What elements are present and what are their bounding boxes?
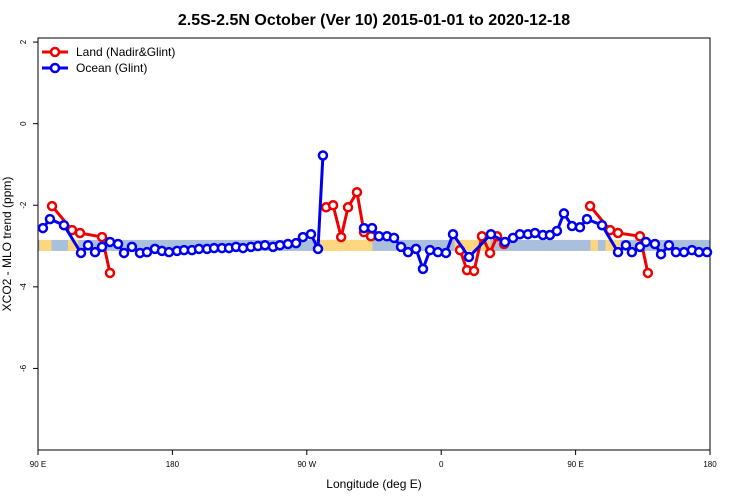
data-point bbox=[373, 230, 385, 242]
band-highlight bbox=[320, 239, 373, 251]
x-tick-label: 90 W bbox=[297, 460, 316, 469]
data-point bbox=[663, 239, 675, 251]
data-point bbox=[163, 246, 175, 258]
data-point bbox=[75, 247, 87, 259]
data-point bbox=[649, 238, 661, 250]
data-point bbox=[574, 222, 586, 233]
data-point bbox=[388, 232, 400, 244]
y-tick-label: 2 bbox=[19, 39, 28, 44]
x-tick-label: 180 bbox=[166, 460, 180, 469]
legend-marker bbox=[49, 46, 61, 58]
data-point bbox=[274, 239, 286, 251]
data-point bbox=[634, 230, 646, 242]
data-point bbox=[468, 265, 480, 277]
y-axis-label: XCO2 - MLO trend (ppm) bbox=[0, 177, 14, 312]
x-tick-label: 90 E bbox=[30, 460, 46, 469]
data-point bbox=[46, 200, 58, 212]
data-point bbox=[612, 246, 624, 258]
data-point bbox=[463, 251, 475, 263]
data-point bbox=[642, 267, 654, 279]
data-point bbox=[484, 247, 496, 259]
data-point bbox=[566, 220, 578, 232]
data-point bbox=[126, 241, 138, 253]
data-point bbox=[551, 225, 563, 237]
data-point bbox=[670, 246, 682, 258]
data-point bbox=[366, 222, 378, 234]
data-point bbox=[395, 241, 407, 253]
data-point bbox=[58, 219, 70, 231]
data-point bbox=[581, 213, 593, 225]
data-point bbox=[237, 242, 249, 254]
data-point bbox=[620, 239, 632, 251]
data-point bbox=[432, 246, 444, 258]
data-point bbox=[351, 186, 363, 198]
data-point bbox=[82, 239, 94, 251]
data-point bbox=[485, 228, 497, 240]
x-tick-label: 90 E bbox=[567, 460, 583, 469]
data-point bbox=[297, 231, 309, 243]
data-point bbox=[104, 236, 116, 248]
data-point bbox=[44, 213, 56, 225]
data-point bbox=[640, 236, 652, 248]
data-point bbox=[612, 227, 624, 239]
y-tick-label: -6 bbox=[19, 364, 28, 372]
data-point bbox=[358, 222, 370, 234]
plot-frame bbox=[37, 37, 711, 451]
data-point bbox=[305, 228, 317, 240]
data-point bbox=[335, 231, 347, 243]
data-point bbox=[290, 237, 302, 249]
data-point bbox=[259, 239, 271, 251]
y-tick-label: 0 bbox=[19, 121, 28, 126]
band-highlight bbox=[454, 239, 491, 251]
data-point bbox=[282, 238, 294, 250]
data-point bbox=[499, 236, 511, 248]
data-point bbox=[514, 228, 526, 240]
x-tick-label: 0 bbox=[439, 460, 444, 469]
x-axis-label: Longitude (deg E) bbox=[326, 477, 421, 491]
data-point bbox=[410, 243, 422, 255]
data-point bbox=[440, 247, 452, 259]
reference-band bbox=[38, 239, 710, 251]
band-highlight bbox=[67, 239, 79, 251]
data-point bbox=[317, 150, 329, 161]
data-point bbox=[693, 246, 705, 258]
legend-marker bbox=[49, 62, 61, 74]
chart-title: 2.5S-2.5N October (Ver 10) 2015-01-01 to… bbox=[178, 12, 570, 29]
x-tick-label: 180 bbox=[703, 460, 717, 469]
band-highlight bbox=[590, 239, 598, 251]
band-highlight bbox=[39, 239, 52, 251]
data-point bbox=[193, 243, 205, 255]
legend-label: Land (Nadir&Glint) bbox=[76, 45, 175, 59]
data-point bbox=[447, 228, 459, 240]
data-point bbox=[626, 246, 638, 258]
legend-label: Ocean (Glint) bbox=[76, 61, 147, 75]
data-point bbox=[104, 267, 116, 279]
data-point bbox=[74, 227, 86, 239]
data-point bbox=[701, 246, 713, 258]
y-tick-label: -4 bbox=[19, 283, 28, 291]
data-point bbox=[89, 246, 101, 258]
data-point bbox=[655, 248, 667, 260]
data-point bbox=[417, 263, 429, 275]
data-point bbox=[96, 241, 108, 253]
data-point bbox=[118, 247, 130, 259]
data-point bbox=[342, 202, 354, 213]
data-point bbox=[37, 222, 49, 234]
y-tick-label: -2 bbox=[19, 201, 28, 209]
data-point bbox=[596, 219, 608, 231]
data-point bbox=[584, 200, 596, 212]
data-point bbox=[558, 208, 570, 219]
data-point bbox=[96, 231, 108, 243]
data-point bbox=[112, 238, 124, 250]
data-point bbox=[327, 199, 339, 211]
data-point bbox=[312, 243, 324, 255]
data-point bbox=[476, 230, 488, 242]
